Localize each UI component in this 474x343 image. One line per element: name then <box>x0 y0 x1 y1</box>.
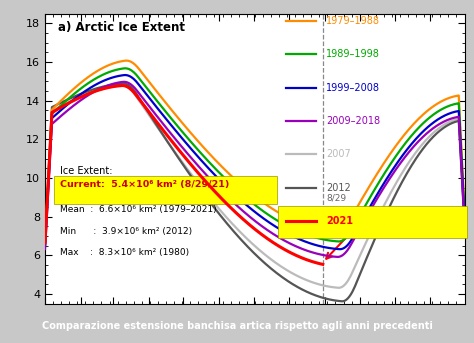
Text: Comparazione estensione banchisa artica rispetto agli anni precedenti: Comparazione estensione banchisa artica … <box>42 321 432 331</box>
Text: Current:  5.4×10⁶ km² (8/29/21): Current: 5.4×10⁶ km² (8/29/21) <box>60 180 229 189</box>
Text: 1979–1988: 1979–1988 <box>326 16 380 26</box>
Text: 2021: 2021 <box>326 216 353 226</box>
Text: a) Arctic Ice Extent: a) Arctic Ice Extent <box>58 21 184 34</box>
Text: 2007: 2007 <box>326 149 351 159</box>
Text: 1999–2008: 1999–2008 <box>326 83 380 93</box>
Text: 8/29: 8/29 <box>326 193 346 202</box>
Text: Mean  :  6.6×10⁶ km² (1979–2021): Mean : 6.6×10⁶ km² (1979–2021) <box>60 205 216 214</box>
Text: 2009–2018: 2009–2018 <box>326 116 380 126</box>
Text: 1989–1998: 1989–1998 <box>326 49 380 59</box>
FancyBboxPatch shape <box>278 206 466 238</box>
Text: Ice Extent:: Ice Extent: <box>60 166 112 176</box>
Text: 2012: 2012 <box>326 182 351 193</box>
FancyBboxPatch shape <box>54 176 277 203</box>
Text: Max    :  8.3×10⁶ km² (1980): Max : 8.3×10⁶ km² (1980) <box>60 248 189 258</box>
Text: Min      :  3.9×10⁶ km² (2012): Min : 3.9×10⁶ km² (2012) <box>60 227 192 236</box>
